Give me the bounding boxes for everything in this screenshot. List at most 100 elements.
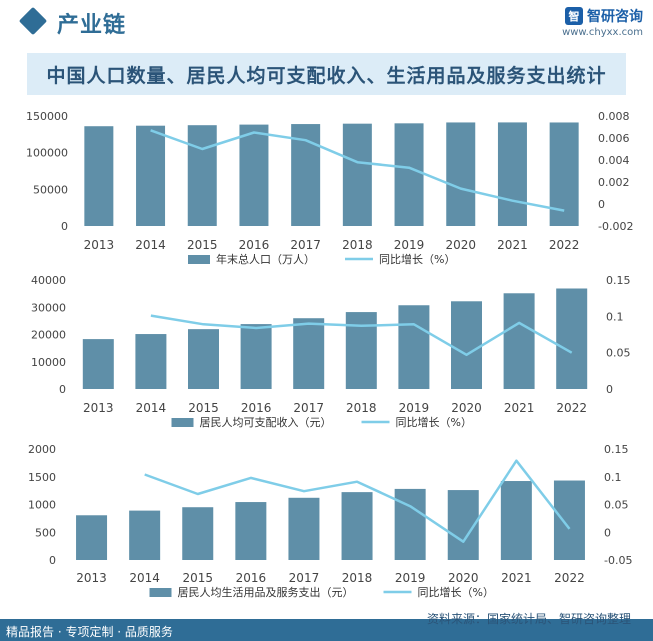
bar (182, 507, 214, 560)
category-label: 2016 (239, 238, 270, 252)
left-axis-tick: 2000 (28, 443, 56, 456)
category-label: 2013 (83, 401, 114, 415)
chart-3: 0 500 1000 1500 2000 -0.05 0 0.05 0.1 0.15 2013 201… (28, 443, 632, 599)
category-label: 2022 (556, 401, 587, 415)
figure-title: 中国人口数量、居民人均可支配收入、生活用品及服务支出统计 (46, 64, 607, 87)
footer-slogan: 精品报告 · 专项定制 · 品质服务 (6, 625, 173, 639)
bar (188, 329, 219, 389)
bar (129, 510, 161, 560)
source-note: 资料来源：国家统计局、智研咨询整理 (426, 612, 631, 626)
bar (342, 123, 372, 226)
right-axis-tick: -0.05 (604, 554, 632, 567)
legend-line-label: 同比增长（%） (418, 585, 494, 599)
left-axis-tick: 30000 (31, 301, 66, 314)
category-label: 2020 (451, 401, 482, 415)
right-axis-tick: 0.008 (598, 110, 630, 123)
chart-1: 0 50000 100000 150000 -0.002 0 0.002 0.004 0.006… (26, 110, 633, 266)
legend-line-label: 同比增长（%） (379, 252, 455, 266)
bar (136, 125, 166, 226)
left-axis-tick: 150000 (26, 110, 68, 123)
category-label: 2022 (554, 571, 585, 585)
category-label: 2017 (290, 238, 321, 252)
right-axis-tick: 0 (606, 383, 613, 396)
footer-bar (0, 619, 653, 641)
bar (288, 497, 320, 560)
left-axis-tick: 20000 (31, 329, 66, 342)
legend-line-label: 同比增长（%） (396, 415, 472, 429)
left-axis-tick: 500 (35, 526, 56, 539)
bar (84, 126, 114, 226)
bar (135, 334, 167, 389)
category-label: 2016 (236, 571, 267, 585)
category-label: 2015 (182, 571, 213, 585)
left-axis-tick: 0 (49, 554, 56, 567)
category-label: 2013 (84, 238, 115, 252)
legend-bar-label: 居民人均可支配收入（元） (200, 415, 332, 429)
right-axis-tick: -0.002 (598, 220, 633, 233)
section-title: 产业链 (57, 13, 127, 38)
left-axis-tick: 0 (59, 383, 66, 396)
legend-bar-swatch (188, 255, 210, 264)
left-axis-tick: 1000 (28, 499, 56, 512)
left-axis-tick: 1500 (28, 471, 56, 484)
bar (398, 305, 430, 389)
category-label: 2021 (504, 401, 535, 415)
bar (341, 492, 373, 560)
bar (82, 339, 114, 389)
right-axis-tick: 0.05 (604, 499, 629, 512)
right-axis-tick: 0 (598, 198, 605, 211)
left-axis-tick: 40000 (31, 274, 66, 287)
category-label: 2021 (497, 238, 528, 252)
bar (503, 293, 535, 389)
category-label: 2019 (394, 238, 425, 252)
legend-bar-label: 年末总人口（万人） (216, 252, 315, 266)
bar (497, 122, 527, 226)
category-label: 2018 (342, 238, 373, 252)
logo-icon: 智 (565, 7, 583, 25)
left-axis-tick: 50000 (33, 183, 68, 196)
bar (293, 318, 325, 389)
legend-bar-swatch (171, 418, 194, 427)
category-label: 2014 (136, 401, 167, 415)
right-axis-tick: 0.1 (604, 471, 622, 484)
category-label: 2015 (187, 238, 218, 252)
right-axis-tick: 0.15 (604, 443, 629, 456)
right-axis-tick: 0.006 (598, 132, 630, 145)
logo-url: www.chyxx.com (562, 27, 643, 38)
right-axis-tick: 0.004 (598, 154, 630, 167)
left-axis-tick: 10000 (31, 356, 66, 369)
header-bar: 产业链 智 智研咨询 www.chyxx.com (0, 0, 653, 44)
category-label: 2019 (399, 401, 430, 415)
left-axis-tick: 100000 (26, 147, 68, 160)
brand-logo: 智 智研咨询 www.chyxx.com (562, 6, 643, 38)
category-label: 2020 (448, 571, 479, 585)
right-axis-tick: 0.002 (598, 176, 630, 189)
category-label: 2018 (342, 571, 373, 585)
right-axis-tick: 0.1 (606, 310, 624, 323)
left-axis-tick: 0 (61, 220, 68, 233)
category-label: 2017 (293, 401, 324, 415)
category-label: 2014 (135, 238, 166, 252)
right-axis-tick: 0.05 (606, 347, 631, 360)
bar (239, 124, 269, 226)
logo-name: 智研咨询 (587, 9, 643, 25)
legend-bar-swatch (149, 588, 172, 597)
category-label: 2016 (241, 401, 272, 415)
chart-2: 0 10000 20000 30000 40000 0 0.05 0.1 0.15 2013 201… (31, 274, 631, 429)
category-label: 2017 (289, 571, 320, 585)
bar (553, 480, 585, 560)
bar (556, 288, 588, 389)
category-label: 2021 (501, 571, 532, 585)
bar (240, 324, 272, 389)
right-axis-tick: 0 (604, 526, 611, 539)
legend-bar-label: 居民人均生活用品及服务支出（元） (178, 585, 354, 599)
right-axis-tick: 0.15 (606, 274, 631, 287)
bar (345, 312, 377, 389)
category-label: 2015 (188, 401, 219, 415)
figure-title-box: 中国人口数量、居民人均可支配收入、生活用品及服务支出统计 (27, 53, 626, 95)
category-label: 2014 (129, 571, 160, 585)
bar (500, 481, 532, 560)
category-label: 2018 (346, 401, 377, 415)
bar (235, 502, 267, 560)
bar (187, 125, 217, 226)
